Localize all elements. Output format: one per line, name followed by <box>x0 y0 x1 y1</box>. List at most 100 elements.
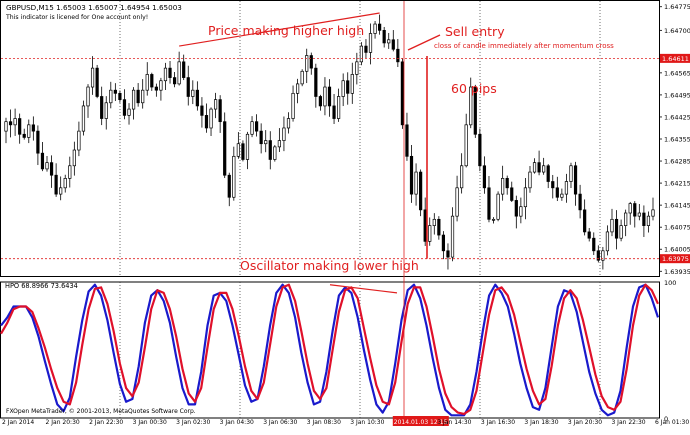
candle-body-108 <box>496 193 500 220</box>
candle-body-124 <box>569 165 573 182</box>
candle-body-76 <box>350 74 354 94</box>
candle-body-110 <box>505 178 509 189</box>
price-tick-label-4: 1.64495 <box>664 91 690 99</box>
candle-body-59 <box>273 146 277 160</box>
candle-body-97 <box>446 250 450 258</box>
osc-tick-label-1: 0 <box>664 415 668 423</box>
candle-body-132 <box>605 231 610 252</box>
candle-body-50 <box>232 155 236 198</box>
candle-body-14 <box>68 165 72 179</box>
candle-body-52 <box>241 143 245 160</box>
candle-body-8 <box>40 152 45 170</box>
candle-body-75 <box>346 80 350 94</box>
candle-body-78 <box>359 45 363 63</box>
candle-body-126 <box>578 193 582 211</box>
candle-body-17 <box>81 105 86 132</box>
candle-body-136 <box>624 212 628 226</box>
time-tick-label-13: 3 Jan 20:30 <box>568 419 602 426</box>
candle-body-71 <box>327 86 332 107</box>
candle-body-86 <box>396 48 400 63</box>
candle-body-70 <box>323 86 327 107</box>
candle-body-60 <box>277 140 281 148</box>
time-tick-label-15: 6 Jan 01:30 <box>655 419 689 426</box>
candle-body-81 <box>373 23 377 34</box>
candle-body-114 <box>523 187 528 208</box>
candle-body-61 <box>282 127 286 141</box>
candle-body-63 <box>291 92 295 119</box>
candle-body-125 <box>573 165 578 195</box>
candle-body-30 <box>141 89 145 104</box>
candle-body-79 <box>364 45 368 53</box>
candle-body-34 <box>159 80 163 91</box>
candle-body-129 <box>592 237 596 252</box>
candle-body-82 <box>378 23 382 31</box>
candle-body-84 <box>387 39 391 44</box>
time-tick-label-6: 3 Jan 06:30 <box>263 419 297 426</box>
candle-body-128 <box>587 231 591 239</box>
time-tick-label-4: 3 Jan 02:30 <box>176 419 210 426</box>
time-tick-label-1: 2 Jan 20:30 <box>46 419 80 426</box>
candle-body-141 <box>646 215 651 226</box>
candle-body-122 <box>560 193 564 198</box>
annotation-pips: 60 pips <box>451 81 497 96</box>
candle-body-22 <box>104 102 108 119</box>
candle-body-92 <box>423 209 427 242</box>
candle-body-37 <box>172 77 177 85</box>
candle-body-68 <box>314 67 318 97</box>
candle-body-66 <box>305 55 309 72</box>
candle-body-65 <box>300 70 304 85</box>
candle-body-137 <box>628 203 632 214</box>
candle-body-19 <box>90 67 95 88</box>
candle-body-100 <box>460 165 464 189</box>
time-tick-label-8: 3 Jan 10:30 <box>350 419 384 426</box>
candle-body-36 <box>168 67 172 78</box>
time-tag-bg <box>392 416 449 426</box>
candle-body-74 <box>341 80 345 97</box>
candle-body-121 <box>555 187 559 198</box>
candle-body-140 <box>642 212 646 226</box>
candle-body-111 <box>510 187 514 201</box>
candle-body-77 <box>355 61 359 75</box>
candle-body-135 <box>619 225 623 239</box>
candle-body-10 <box>49 162 54 176</box>
higher-high-line <box>179 12 380 47</box>
price-tick-label-3: 1.64565 <box>664 69 690 77</box>
candle-body-0 <box>4 121 8 132</box>
candle-body-55 <box>254 121 259 132</box>
candle-body-9 <box>45 162 49 170</box>
time-tick-label-7: 3 Jan 08:30 <box>307 419 341 426</box>
time-tick-label-2: 2 Jan 22:30 <box>89 419 123 426</box>
candle-body-85 <box>391 39 395 50</box>
candle-body-56 <box>259 130 263 145</box>
candle-body-38 <box>177 61 181 85</box>
candle-body-18 <box>86 86 90 107</box>
candle-body-46 <box>213 99 218 110</box>
candle-body-39 <box>182 61 186 78</box>
candle-body-6 <box>31 124 35 132</box>
candle-body-94 <box>432 218 436 226</box>
candle-body-64 <box>296 83 300 94</box>
candle-body-31 <box>145 74 149 91</box>
candles-layer <box>4 14 655 270</box>
time-tick-label-0: 2 Jan 2014 <box>2 419 34 426</box>
candle-body-120 <box>551 181 555 189</box>
candle-body-133 <box>610 218 614 233</box>
candle-body-112 <box>514 200 518 217</box>
candle-body-104 <box>478 133 482 167</box>
candle-body-87 <box>400 61 405 126</box>
candle-body-20 <box>95 67 99 97</box>
price-tick-label-8: 1.64215 <box>664 180 690 188</box>
price-tick-label-6: 1.64355 <box>664 136 690 144</box>
candle-body-4 <box>22 133 26 138</box>
price-tag-label-0: 1.64611 <box>662 55 689 63</box>
candle-body-53 <box>245 133 250 160</box>
candle-body-29 <box>136 89 140 104</box>
candle-body-101 <box>464 124 468 167</box>
candle-body-96 <box>441 234 446 252</box>
candle-body-12 <box>59 187 63 195</box>
annotation-price-high: Price making higher high <box>208 23 364 38</box>
time-tick-label-12: 3 Jan 18:30 <box>524 419 558 426</box>
oscillator-line-fast <box>0 283 660 417</box>
